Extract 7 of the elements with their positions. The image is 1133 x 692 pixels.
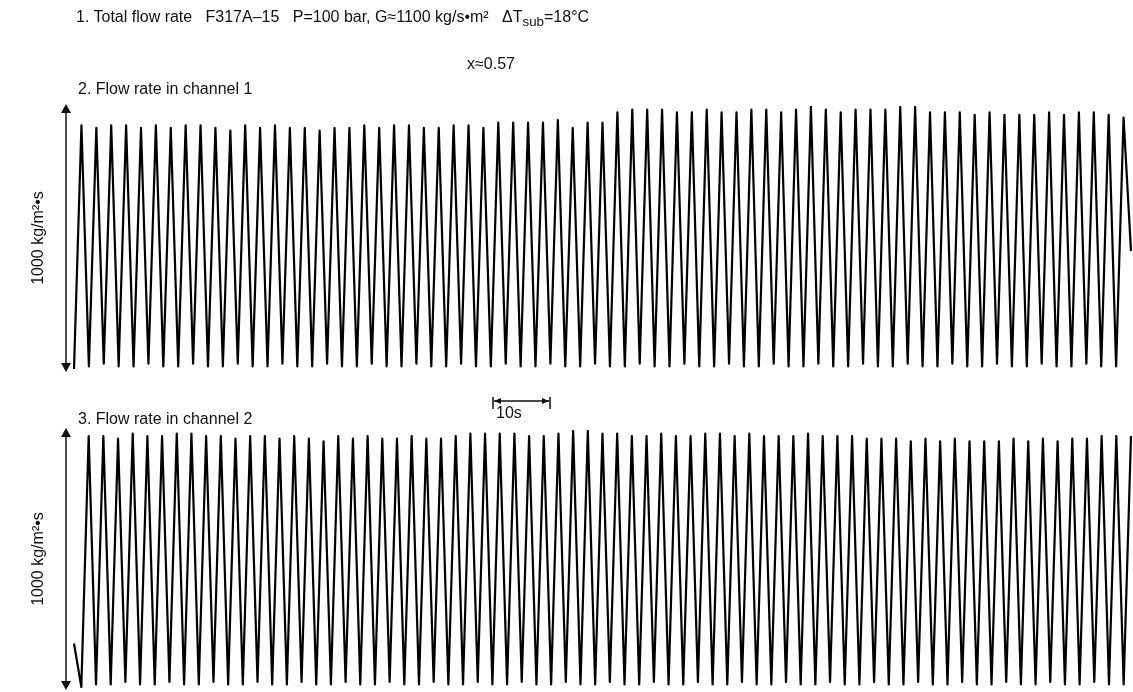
y-axis-title: 1000 kg/m²•s [29, 512, 47, 606]
text: 10s [496, 404, 522, 422]
chart-title: 3. Flow rate in channel 2 [78, 410, 253, 428]
text: x≈0.57 [467, 55, 515, 73]
text: 1. Total flow rate F317A–15 P=100 bar, G≈1100 kg/s•m² ΔT$_{sub}$=18°C [76, 8, 590, 30]
chart-title: 2. Flow rate in channel 1 [78, 80, 253, 98]
y-axis-title: 1000 kg/m²•s [29, 191, 47, 285]
